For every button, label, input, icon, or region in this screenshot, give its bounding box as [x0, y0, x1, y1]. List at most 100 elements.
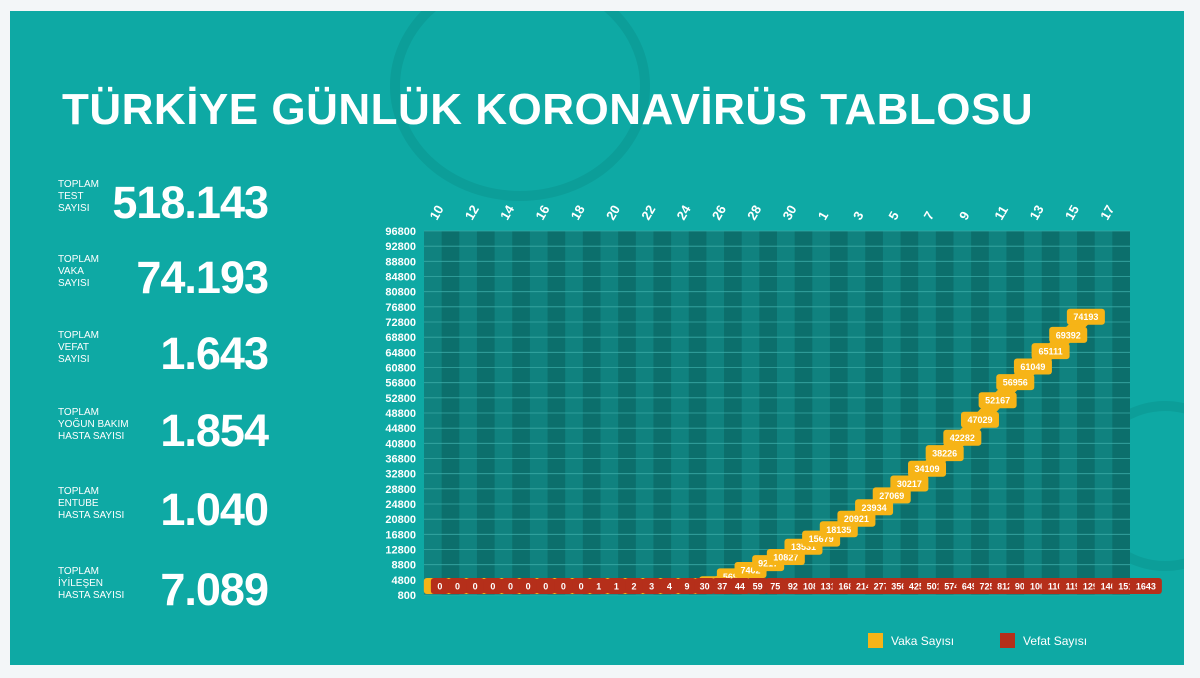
data-label-vaka: 13531	[791, 542, 816, 552]
y-tick-label: 4800	[392, 575, 416, 587]
data-point-vaka	[943, 429, 982, 446]
data-point-vefat	[694, 578, 715, 594]
data-label-vaka: 56956	[1003, 378, 1028, 388]
x-tick-label: 26	[709, 202, 729, 222]
x-tick-label: 20	[603, 202, 623, 222]
stat-label: TOPLAM ENTUBE HASTA SAYISI	[58, 486, 125, 521]
y-tick-label: 68800	[385, 332, 416, 344]
stat-label: TOPLAM YOĞUN BAKIM HASTA SAYISI	[58, 407, 129, 442]
stat-yogun-bakim: TOPLAM YOĞUN BAKIM HASTA SAYISI 1.854	[58, 405, 269, 467]
y-tick-label: 28800	[385, 484, 416, 496]
data-point-vefat	[430, 578, 449, 594]
data-label-vefat: 1	[614, 582, 619, 592]
legend-label-vefat: Vefat Sayısı	[1023, 633, 1088, 648]
data-label-vaka: 15679	[809, 534, 834, 544]
data-label-vefat: 649	[962, 582, 977, 592]
data-label-vefat: 812	[997, 582, 1012, 592]
data-label-vefat: 0	[579, 582, 584, 592]
data-label-vefat: 0	[455, 582, 460, 592]
x-tick-label: 16	[532, 202, 552, 222]
stat-iyilesen: TOPLAM İYİLEŞEN HASTA SAYISI 7.089	[58, 564, 269, 626]
data-label-vefat: 0	[543, 582, 548, 592]
data-point-vefat	[747, 578, 768, 594]
y-tick-label: 40800	[385, 438, 416, 450]
data-label-vefat: 0	[437, 582, 442, 592]
data-label-vaka: 20921	[844, 514, 869, 524]
data-point-vefat	[729, 578, 750, 594]
x-tick-label: 28	[744, 202, 764, 222]
y-tick-label: 80800	[385, 287, 416, 299]
data-label-vefat: 37	[717, 582, 727, 592]
virus-watermark	[390, 11, 650, 201]
data-label-vaka: 18135	[826, 525, 851, 535]
y-tick-label: 60800	[385, 363, 416, 375]
x-tick-label: 14	[497, 202, 518, 223]
y-tick-label: 48800	[385, 408, 416, 420]
legend-swatch-vaka	[868, 633, 883, 648]
data-point-vefat	[572, 578, 591, 594]
data-point-vaka	[1049, 326, 1088, 343]
stat-label: TOPLAM İYİLEŞEN HASTA SAYISI	[58, 566, 125, 601]
stat-entube: TOPLAM ENTUBE HASTA SAYISI 1.040	[58, 484, 269, 546]
stat-label: TOPLAM VAKA SAYISI	[58, 254, 99, 289]
x-tick-label: 10	[426, 202, 446, 222]
y-tick-label: 800	[398, 590, 416, 602]
data-point-vefat	[554, 578, 573, 594]
y-tick-label: 84800	[385, 272, 416, 284]
data-label-vefat: 131	[821, 582, 836, 592]
data-point-vaka	[1066, 308, 1105, 325]
x-tick-label: 9	[956, 209, 973, 223]
y-tick-label: 16800	[385, 529, 416, 541]
data-point-vefat	[483, 578, 502, 594]
stat-value: 1.040	[160, 484, 269, 535]
data-point-vaka	[908, 460, 947, 477]
y-tick-label: 36800	[385, 454, 416, 466]
data-label-vefat: 168	[838, 582, 853, 592]
stat-test: TOPLAM TEST SAYISI 518.143	[58, 177, 269, 239]
stat-value: 7.089	[160, 564, 269, 615]
data-point-vefat	[519, 578, 538, 594]
data-point-vaka	[960, 411, 999, 428]
data-point-vaka	[890, 475, 929, 492]
x-tick-label: 7	[921, 209, 938, 223]
data-label-vefat: 75	[770, 582, 780, 592]
y-tick-label: 96800	[385, 226, 416, 238]
stat-vaka: TOPLAM VAKA SAYISI 74.193	[58, 252, 269, 314]
data-label-vefat: 59	[753, 582, 763, 592]
x-tick-label: 1	[815, 209, 832, 223]
data-point-vaka	[1031, 343, 1070, 360]
data-label-vaka: 23934	[862, 503, 887, 513]
data-label-vaka: 74193	[1073, 312, 1098, 322]
data-label-vaka: 34109	[915, 464, 940, 474]
y-tick-label: 32800	[385, 469, 416, 481]
data-label-vaka: 30217	[897, 479, 922, 489]
data-label-vefat: 1403	[1101, 582, 1121, 592]
data-label-vefat: 725	[980, 582, 995, 592]
x-tick-label: 5	[885, 209, 902, 223]
x-tick-label: 12	[462, 202, 482, 222]
y-tick-label: 88800	[385, 256, 416, 268]
x-tick-label: 17	[1097, 202, 1117, 222]
stat-label: TOPLAM VEFAT SAYISI	[58, 330, 99, 365]
stat-value: 1.643	[160, 328, 269, 379]
data-label-vaka: 65111	[1039, 347, 1063, 357]
x-tick-label: 30	[779, 202, 799, 222]
data-label-vaka: 5698	[723, 572, 743, 582]
data-point-vefat	[712, 578, 733, 594]
data-label-vefat: 425	[909, 582, 924, 592]
data-label-vefat: 1198	[1066, 582, 1086, 592]
data-point-vefat	[1129, 578, 1162, 594]
x-tick-label: 22	[638, 202, 658, 222]
data-point-vaka	[978, 392, 1017, 409]
data-label-vefat: 501	[927, 582, 942, 592]
data-point-vefat	[642, 578, 661, 594]
data-label-vefat: 1296	[1083, 582, 1103, 592]
data-label-vefat: 44	[735, 582, 745, 592]
legend-swatch-vefat	[1000, 633, 1015, 648]
data-point-vefat	[589, 578, 608, 594]
legend-vefat: Vefat Sayısı	[1000, 633, 1087, 648]
data-label-vefat: 0	[490, 582, 495, 592]
data-point-vefat	[660, 578, 679, 594]
data-label-vefat: 30	[700, 582, 710, 592]
y-tick-label: 64800	[385, 347, 416, 359]
